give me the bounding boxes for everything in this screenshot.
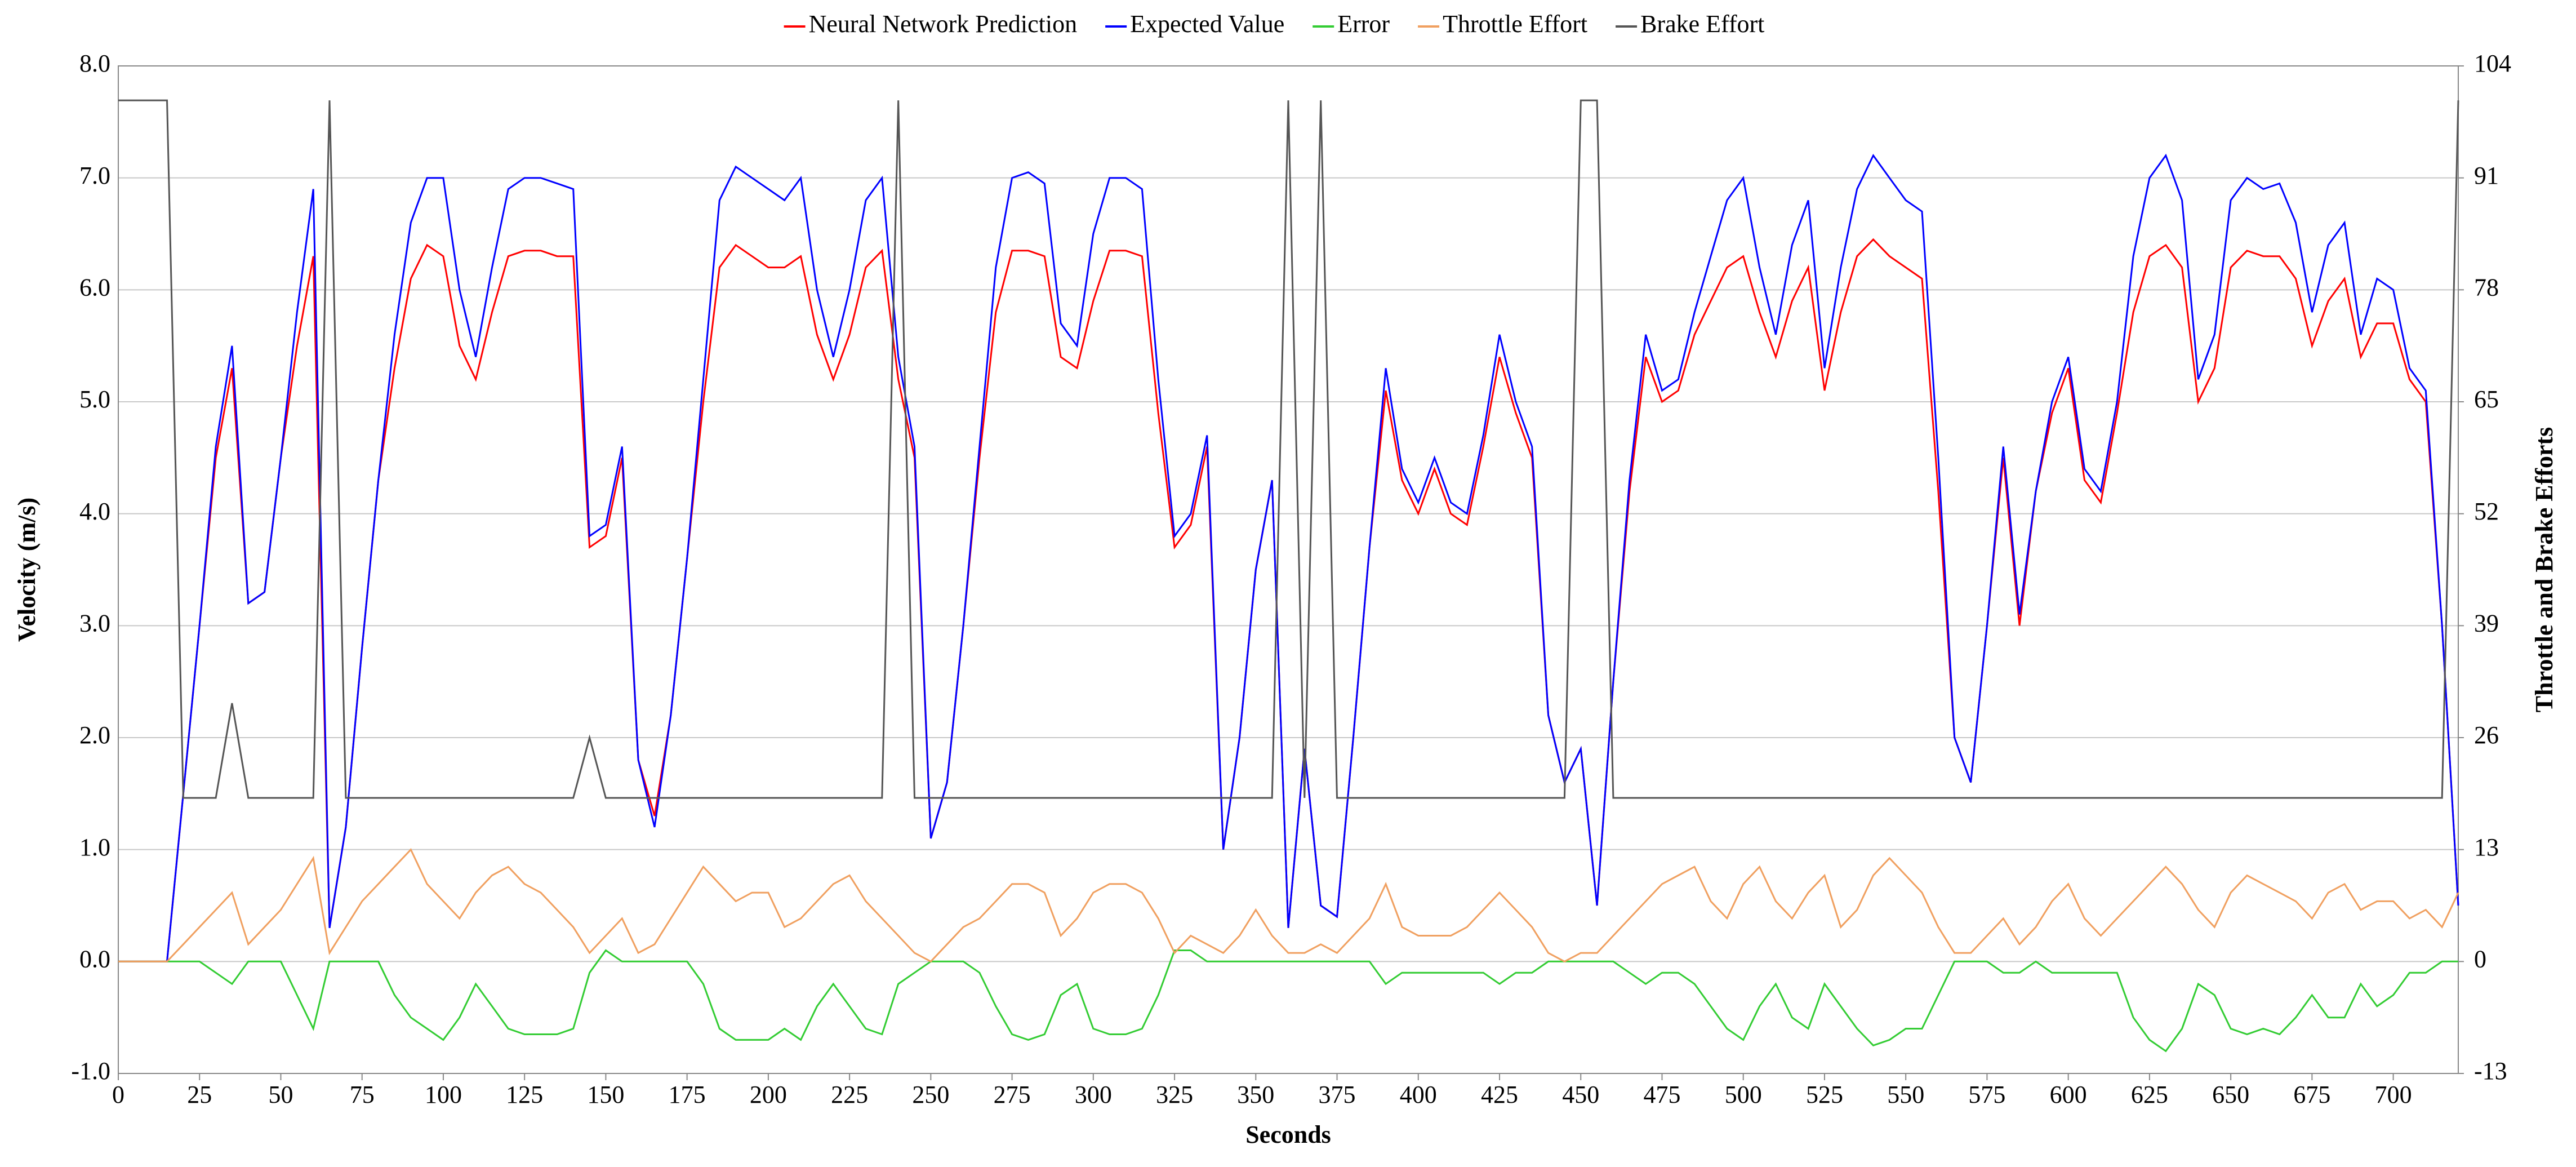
x-tick-label: 375 <box>1319 1081 1356 1108</box>
y2-tick-label: 91 <box>2474 162 2499 189</box>
legend-label: Throttle Effort <box>1443 10 1587 38</box>
x-tick-label: 475 <box>1643 1081 1680 1108</box>
series-line <box>118 848 2459 963</box>
y2-tick-label: 13 <box>2474 833 2499 861</box>
y-tick-label: 2.0 <box>79 721 110 749</box>
y-tick-label: 7.0 <box>79 162 110 189</box>
x-tick-label: 550 <box>1887 1081 1924 1108</box>
y-tick-label: 3.0 <box>79 609 110 637</box>
x-tick-label: 675 <box>2293 1081 2330 1108</box>
y2-tick-label: 0 <box>2474 945 2486 973</box>
x-tick-label: 500 <box>1725 1081 1762 1108</box>
x-tick-label: 200 <box>750 1081 787 1108</box>
x-tick-label: 75 <box>350 1081 375 1108</box>
legend-label: Expected Value <box>1130 10 1284 38</box>
x-tick-label: 325 <box>1156 1081 1193 1108</box>
y-tick-label: 8.0 <box>79 50 110 77</box>
x-tick-label: 0 <box>112 1081 124 1108</box>
y-tick-label: 0.0 <box>79 945 110 973</box>
legend-label: Error <box>1337 10 1390 38</box>
y-tick-label: 5.0 <box>79 385 110 413</box>
x-tick-label: 275 <box>994 1081 1031 1108</box>
y2-tick-label: -13 <box>2474 1057 2507 1085</box>
legend-label: Neural Network Prediction <box>809 10 1078 38</box>
y2-axis-label: Throttle and Brake Efforts <box>2530 427 2558 712</box>
x-tick-label: 25 <box>187 1081 212 1108</box>
x-tick-label: 425 <box>1481 1081 1518 1108</box>
x-tick-label: 300 <box>1075 1081 1112 1108</box>
x-tick-label: 650 <box>2212 1081 2249 1108</box>
y-tick-label: 1.0 <box>79 833 110 861</box>
series-line <box>118 153 2459 962</box>
series-line <box>118 99 2459 799</box>
x-tick-label: 350 <box>1237 1081 1274 1108</box>
x-tick-label: 150 <box>587 1081 624 1108</box>
y2-tick-label: 104 <box>2474 50 2511 77</box>
x-tick-label: 125 <box>506 1081 543 1108</box>
x-tick-label: 225 <box>831 1081 868 1108</box>
y2-tick-label: 39 <box>2474 609 2499 637</box>
x-axis-label: Seconds <box>1245 1121 1331 1148</box>
y2-tick-label: 78 <box>2474 273 2499 301</box>
y2-tick-label: 26 <box>2474 721 2499 749</box>
y-tick-label: 6.0 <box>79 273 110 301</box>
x-tick-label: 525 <box>1806 1081 1843 1108</box>
y-tick-label: 4.0 <box>79 498 110 525</box>
x-tick-label: 450 <box>1562 1081 1599 1108</box>
y-tick-label: -1.0 <box>71 1057 110 1085</box>
legend-label: Brake Effort <box>1640 10 1764 38</box>
x-tick-label: 600 <box>2050 1081 2087 1108</box>
y2-tick-label: 52 <box>2474 498 2499 525</box>
y2-tick-label: 65 <box>2474 385 2499 413</box>
x-tick-label: 175 <box>669 1081 706 1108</box>
x-tick-label: 625 <box>2131 1081 2168 1108</box>
x-tick-label: 250 <box>912 1081 949 1108</box>
x-tick-label: 575 <box>1968 1081 2005 1108</box>
x-tick-label: 50 <box>268 1081 293 1108</box>
plot-frame <box>118 65 2459 1074</box>
x-tick-label: 700 <box>2375 1081 2412 1108</box>
series-line <box>118 949 2458 1053</box>
x-tick-label: 100 <box>425 1081 462 1108</box>
series-line <box>118 238 2459 962</box>
y-axis-label: Velocity (m/s) <box>13 498 41 642</box>
x-tick-label: 400 <box>1400 1081 1437 1108</box>
